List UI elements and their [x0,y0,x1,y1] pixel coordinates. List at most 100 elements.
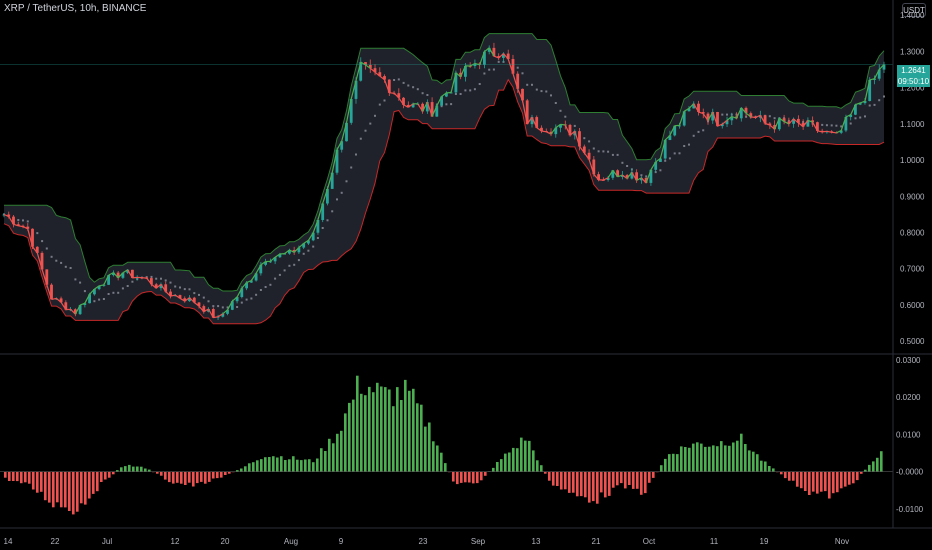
histogram-bar [720,441,723,472]
midline-dot [559,109,562,112]
midline-dot [721,113,724,116]
midline-dot [179,286,181,289]
currency-button[interactable]: USDT [902,3,926,17]
candle [725,120,729,125]
trend-line-segment [79,302,86,306]
candle [97,285,101,290]
histogram-bar [196,471,199,484]
trend-line-segment [579,146,585,154]
histogram-bar [440,452,443,472]
histogram-bar [104,471,107,480]
candle [668,135,672,140]
candle [359,62,363,81]
histogram-bar [136,466,139,472]
candle [792,118,795,124]
midline-dot [383,99,386,102]
candle [354,80,358,99]
histogram-bar [372,392,375,472]
histogram-bar [704,446,707,472]
histogram-bar [56,471,59,503]
midline-dot [278,273,281,276]
trend-line-segment [603,177,609,181]
trend-line-segment [678,111,685,126]
histogram-bar [548,471,551,481]
trend-line-segment [127,269,133,279]
candle [12,216,15,225]
time-tick-label: Nov [835,537,849,546]
midline-dot [50,255,53,258]
histogram-bar [240,468,243,472]
trend-line-segment [783,121,790,125]
midline-dot [849,122,852,125]
histogram-bar [140,466,143,472]
trend-line-segment [274,253,281,258]
histogram-bar [508,452,511,472]
histogram-bar [400,400,403,472]
trend-line-segment [517,88,524,101]
histogram-bar [120,467,123,472]
trend-line-segment [103,274,110,286]
midline-dot [207,300,210,303]
trend-line-segment [108,272,114,276]
candle [459,72,462,77]
histogram-bar [328,438,331,472]
midline-dot [464,89,467,92]
trend-line-segment [588,159,595,175]
histogram-bar [380,386,383,472]
trend-line-segment [8,216,15,225]
histogram-bar [184,471,187,485]
histogram-bar [100,471,103,482]
histogram-bar [512,447,515,472]
candle [868,79,872,101]
candle [573,131,577,136]
midline-dot [607,150,610,153]
band-lower-line [3,78,885,325]
candle [345,122,348,142]
candles [2,42,886,320]
histogram-bar [352,399,355,472]
histogram-bar [468,471,471,483]
histogram-bar [500,459,503,472]
histogram-bar [756,454,759,472]
trend-line-segment [503,53,509,60]
candle [402,97,405,105]
trend-line-segment [855,102,861,106]
histogram-bar [628,471,631,485]
trend-line-segment [383,79,390,94]
trend-line-segment [94,285,100,290]
midline-dot [274,277,277,280]
histogram-bar [808,471,811,495]
histogram-bar [68,471,71,511]
histogram-bar [368,386,371,472]
candle [797,118,800,123]
midline-dot [688,143,690,146]
time-tick-label: 11 [710,537,719,546]
symbol-title: XRP / TetherUS, 10h, BINANCE [4,3,147,14]
histogram-bar [108,471,111,478]
histogram-bar [464,471,467,483]
candle [487,47,491,52]
histogram-bar [168,471,171,483]
trend-line-segment [345,98,352,123]
histogram-bar [296,459,299,472]
trend-line-segment [712,111,719,127]
midline-dot [478,83,481,85]
histogram-bar [144,468,147,472]
price-tick-label: 1.0000 [900,156,925,165]
candle [202,306,206,312]
trend-line-segment [151,283,157,289]
midline-dot [259,289,262,291]
candle [421,103,424,112]
candle [540,127,543,132]
midline-dot [397,78,400,81]
histogram-bar [320,448,323,472]
time-tick-label: 19 [760,537,769,546]
candle [259,264,263,274]
trend-line-segment [307,232,314,241]
candle [254,273,258,281]
candle [806,120,810,127]
candle [335,149,339,173]
histogram-bar [244,466,247,472]
